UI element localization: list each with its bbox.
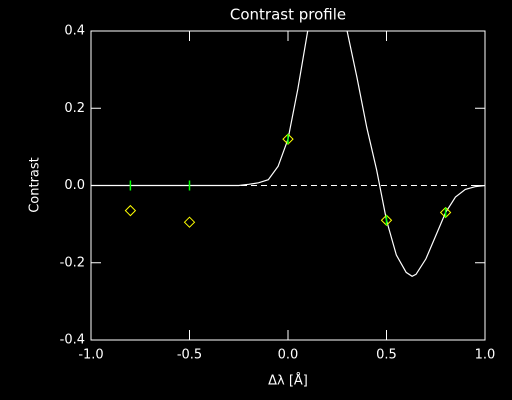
y-tick-label: 0.2 (64, 101, 85, 116)
x-tick-label: 0.5 (376, 348, 397, 363)
profile-line (91, 31, 485, 277)
y-tick-label: 0.0 (64, 178, 85, 193)
x-tick-label: -0.5 (177, 348, 202, 363)
x-tick-label: -1.0 (78, 348, 103, 363)
x-tick-label: 1.0 (475, 348, 496, 363)
plot-area (91, 31, 485, 277)
y-axis-label: Contrast (28, 157, 43, 213)
y-tick-label: -0.4 (60, 333, 85, 348)
y-tick-label: 0.4 (64, 24, 85, 39)
chart-title: Contrast profile (230, 6, 346, 24)
x-tick-label: 0.0 (278, 348, 299, 363)
x-axis-label: Δλ [Å] (268, 373, 308, 389)
diamond-marker (183, 216, 196, 228)
diamond-marker (124, 204, 137, 217)
y-tick-label: -0.2 (60, 255, 85, 270)
